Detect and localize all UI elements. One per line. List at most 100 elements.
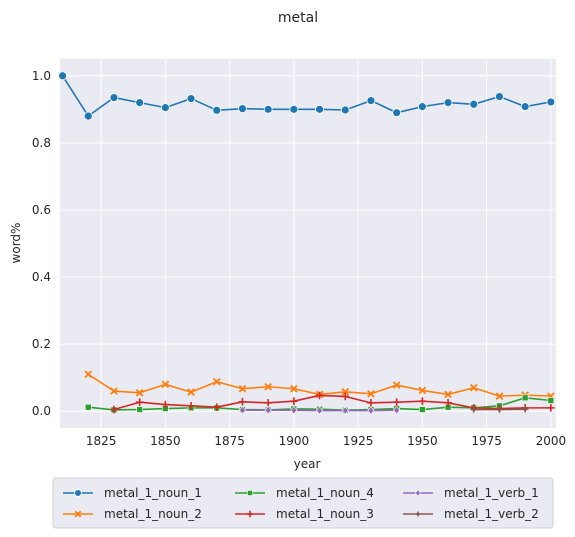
data-point (419, 406, 426, 413)
data-point (495, 92, 504, 101)
legend-item: metal_1_noun_4 (235, 486, 374, 500)
data-point (161, 380, 170, 389)
legend-item: metal_1_verb_1 (403, 486, 539, 500)
y-tick-label: 0.4 (32, 270, 51, 284)
data-point (367, 399, 375, 407)
y-tick-label: 0.8 (32, 136, 51, 150)
data-point (495, 392, 504, 400)
series-metal_1_noun_1 (58, 71, 556, 121)
x-tick-label: 1825 (86, 434, 117, 448)
x-tick-label: 2000 (536, 434, 567, 448)
data-point (187, 388, 195, 396)
legend-label: metal_1_verb_2 (444, 507, 539, 521)
data-point (264, 405, 272, 415)
x-tick-label: 1950 (407, 434, 438, 448)
data-point (264, 382, 273, 391)
data-point (415, 489, 421, 497)
legend-item: metal_1_verb_2 (403, 507, 539, 521)
legend-item: metal_1_noun_3 (235, 507, 374, 521)
series-line (113, 394, 551, 411)
series (58, 71, 556, 415)
data-point (186, 94, 196, 103)
legend-label: metal_1_noun_2 (104, 507, 202, 521)
data-point (367, 406, 375, 415)
data-point (418, 386, 427, 395)
x-tick-label: 1925 (343, 434, 374, 448)
y-axis-ticks: 0.0 0.2 0.4 0.6 0.8 1.0 (32, 69, 51, 418)
data-point (135, 98, 145, 108)
legend-label: metal_1_verb_1 (444, 486, 539, 500)
x-tick-label: 1900 (279, 434, 310, 448)
data-point (289, 104, 299, 114)
data-point (367, 389, 375, 398)
data-point (392, 398, 401, 406)
data-point (341, 406, 349, 415)
data-point (135, 388, 144, 397)
data-point (74, 510, 82, 518)
data-point (110, 387, 118, 395)
data-point (74, 489, 82, 497)
data-point (58, 71, 67, 81)
y-tick-label: 1.0 (32, 69, 51, 83)
data-point (546, 97, 556, 107)
data-point (444, 390, 452, 399)
x-axis-ticks: 1825 1850 1875 1900 1925 1950 1975 2000 (86, 434, 566, 448)
data-point (469, 99, 479, 109)
data-point (315, 391, 324, 400)
legend-label: metal_1_noun_1 (104, 486, 202, 500)
data-point (110, 405, 118, 414)
data-point (247, 490, 253, 496)
data-point (263, 104, 273, 114)
data-point (161, 400, 170, 409)
data-point (469, 405, 478, 414)
legend: metal_1_noun_1 metal_1_noun_2 metal_1_noun… (52, 477, 554, 529)
data-point (495, 405, 504, 414)
series-metal_1_verb_2 (469, 405, 530, 414)
x-tick-label: 1875 (214, 434, 245, 448)
data-point (444, 399, 452, 407)
data-point (521, 405, 530, 414)
data-point (83, 111, 93, 121)
grid (60, 59, 556, 428)
data-point (392, 381, 401, 389)
data-point (520, 102, 530, 112)
data-point (290, 384, 298, 393)
data-point (315, 104, 324, 114)
data-point (212, 403, 221, 412)
data-point (264, 399, 272, 407)
data-point (547, 397, 555, 404)
data-point (290, 397, 298, 405)
legend-item: metal_1_noun_2 (63, 507, 202, 521)
legend-label: metal_1_noun_4 (276, 486, 374, 500)
legend-item: metal_1_noun_1 (63, 486, 202, 500)
chart-title: metal (278, 10, 318, 26)
legend-box (52, 477, 554, 529)
x-axis-label: year (294, 457, 321, 471)
data-point (109, 93, 119, 102)
x-tick-label: 1850 (150, 434, 181, 448)
data-point (393, 405, 401, 415)
data-point (341, 392, 350, 401)
data-point (392, 108, 402, 118)
data-point (341, 387, 350, 396)
data-point (547, 404, 555, 412)
data-point (418, 397, 427, 405)
legend-label: metal_1_noun_3 (276, 507, 374, 521)
data-point (443, 98, 453, 108)
series-metal_1_verb_1 (239, 405, 401, 415)
y-tick-label: 0.2 (32, 337, 51, 351)
plot-area (60, 59, 556, 428)
data-point (246, 510, 254, 518)
data-point (316, 406, 323, 415)
x-tick-label: 1975 (471, 434, 502, 448)
data-point (239, 405, 246, 415)
data-point (238, 384, 247, 393)
data-point (136, 406, 143, 413)
y-tick-label: 0.6 (32, 203, 51, 217)
y-axis-label: word% (9, 223, 23, 264)
data-point (238, 104, 247, 114)
data-point (521, 394, 529, 402)
data-point (340, 105, 350, 115)
data-point (212, 105, 222, 115)
